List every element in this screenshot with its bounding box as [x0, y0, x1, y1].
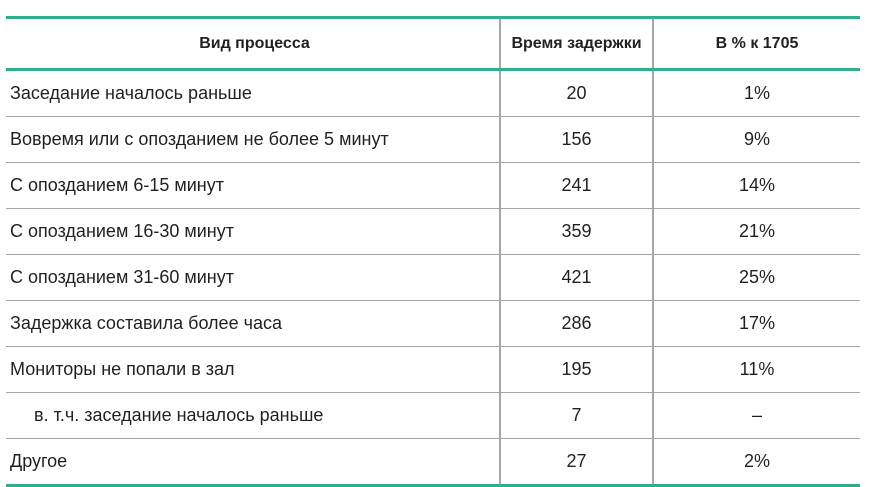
row-delay: 241	[499, 162, 653, 209]
row-delay: 286	[499, 300, 653, 347]
row-percent: 1%	[652, 69, 860, 117]
row-percent: 14%	[652, 162, 860, 209]
table-row: в. т.ч. заседание началось раньше 7–	[6, 392, 860, 439]
row-percent: 25%	[652, 254, 860, 301]
row-delay: 421	[499, 254, 653, 301]
row-delay: 27	[499, 438, 653, 487]
row-label: Другое	[6, 438, 500, 487]
table-row: С опозданием 16-30 минут 359 21%	[6, 208, 860, 255]
row-delay: 156	[499, 116, 653, 163]
row-percent: 11%	[652, 346, 860, 393]
row-percent: 2%	[652, 438, 860, 487]
header-percent: В % к 1705	[652, 17, 860, 71]
row-percent: 9%	[652, 116, 860, 163]
table-row: Мониторы не попали в зал 195 11%	[6, 346, 860, 393]
row-percent: –	[652, 392, 860, 439]
row-label: в. т.ч. заседание началось раньше	[6, 392, 500, 439]
table-row: Задержка составила более часа 286 17%	[6, 300, 860, 347]
row-label: Вовремя или с опозданием не более 5 мину…	[6, 116, 500, 163]
row-percent: 17%	[652, 300, 860, 347]
table-row: Заседание началось раньше 20 1%	[6, 69, 860, 117]
row-label: Задержка составила более часа	[6, 300, 500, 347]
table-row: С опозданием 6-15 минут 241 14%	[6, 162, 860, 209]
row-label: С опозданием 6-15 минут	[6, 162, 500, 209]
table-row: С опозданием 31-60 минут 421 25%	[6, 254, 860, 301]
row-label: С опозданием 16-30 минут	[6, 208, 500, 255]
row-delay: 195	[499, 346, 653, 393]
row-delay: 7	[499, 392, 653, 439]
delay-table: Вид процесса Время задержки В % к 1705 З…	[6, 16, 860, 487]
table-row: Вовремя или с опозданием не более 5 мину…	[6, 116, 860, 163]
row-label: С опозданием 31-60 минут	[6, 254, 500, 301]
row-label: Заседание началось раньше	[6, 69, 500, 117]
row-delay: 359	[499, 208, 653, 255]
header-row: Вид процесса Время задержки В % к 1705	[6, 17, 860, 71]
header-delay-time: Время задержки	[499, 17, 653, 71]
header-process-type: Вид процесса	[6, 17, 500, 71]
row-label: Мониторы не попали в зал	[6, 346, 500, 393]
row-delay: 20	[499, 69, 653, 117]
row-percent: 21%	[652, 208, 860, 255]
table-row: Другое 27 2%	[6, 438, 860, 487]
